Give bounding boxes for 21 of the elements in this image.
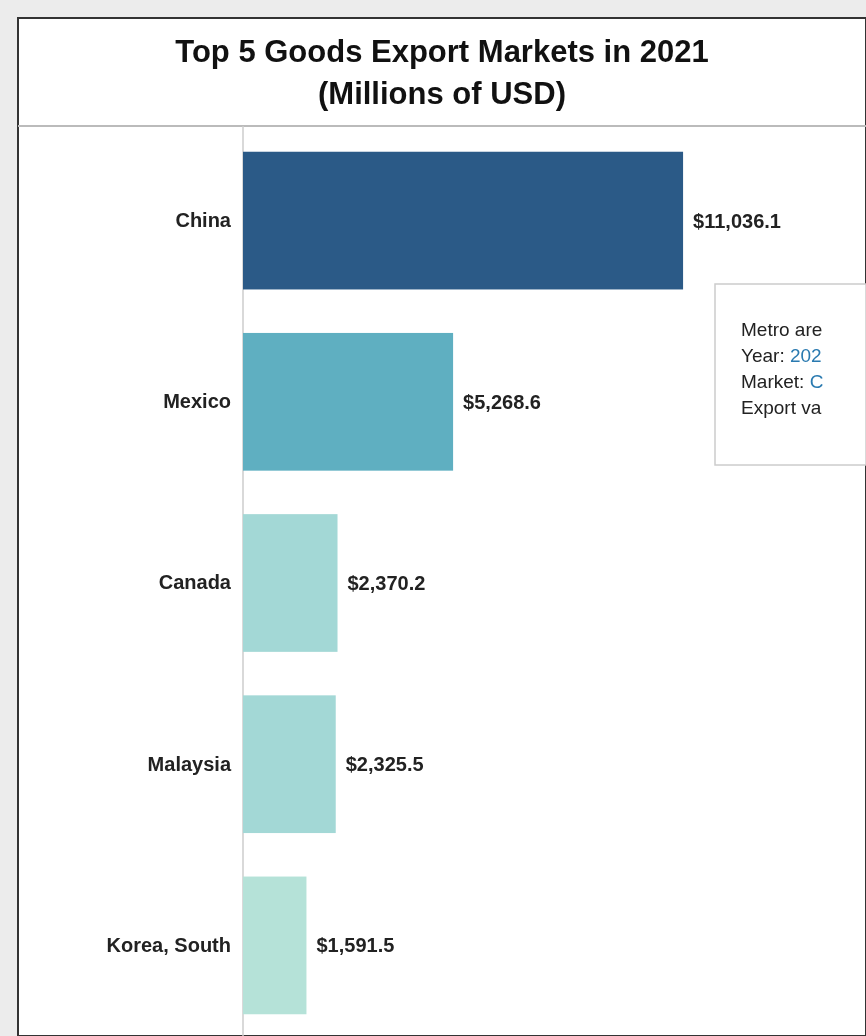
text: Year: 202 xyxy=(741,345,822,366)
bar xyxy=(243,876,307,1015)
chart-title: Top 5 Goods Export Markets in 2021 xyxy=(175,34,709,69)
y-tick-label: Malaysia xyxy=(147,752,232,775)
data-label: $1,591.5 xyxy=(316,934,395,957)
chart-subtitle: (Millions of USD) xyxy=(318,76,566,111)
y-tick-label: Mexico xyxy=(163,390,231,413)
data-label: $2,370.2 xyxy=(347,572,426,594)
y-tick-label: Canada xyxy=(158,571,232,594)
text: Export va xyxy=(741,397,822,418)
y-tick-label: China xyxy=(175,209,232,231)
text: Metro are xyxy=(741,319,823,340)
y-tick-label: Korea, South xyxy=(106,933,231,956)
bar xyxy=(243,514,338,652)
bar xyxy=(243,151,684,290)
data-label: $11,036.1 xyxy=(693,209,781,232)
data-label: $2,325.5 xyxy=(345,753,424,776)
bar xyxy=(243,332,454,471)
data-label: $5,268.6 xyxy=(463,390,541,413)
text: Market: C xyxy=(741,371,824,392)
bar xyxy=(243,695,336,834)
